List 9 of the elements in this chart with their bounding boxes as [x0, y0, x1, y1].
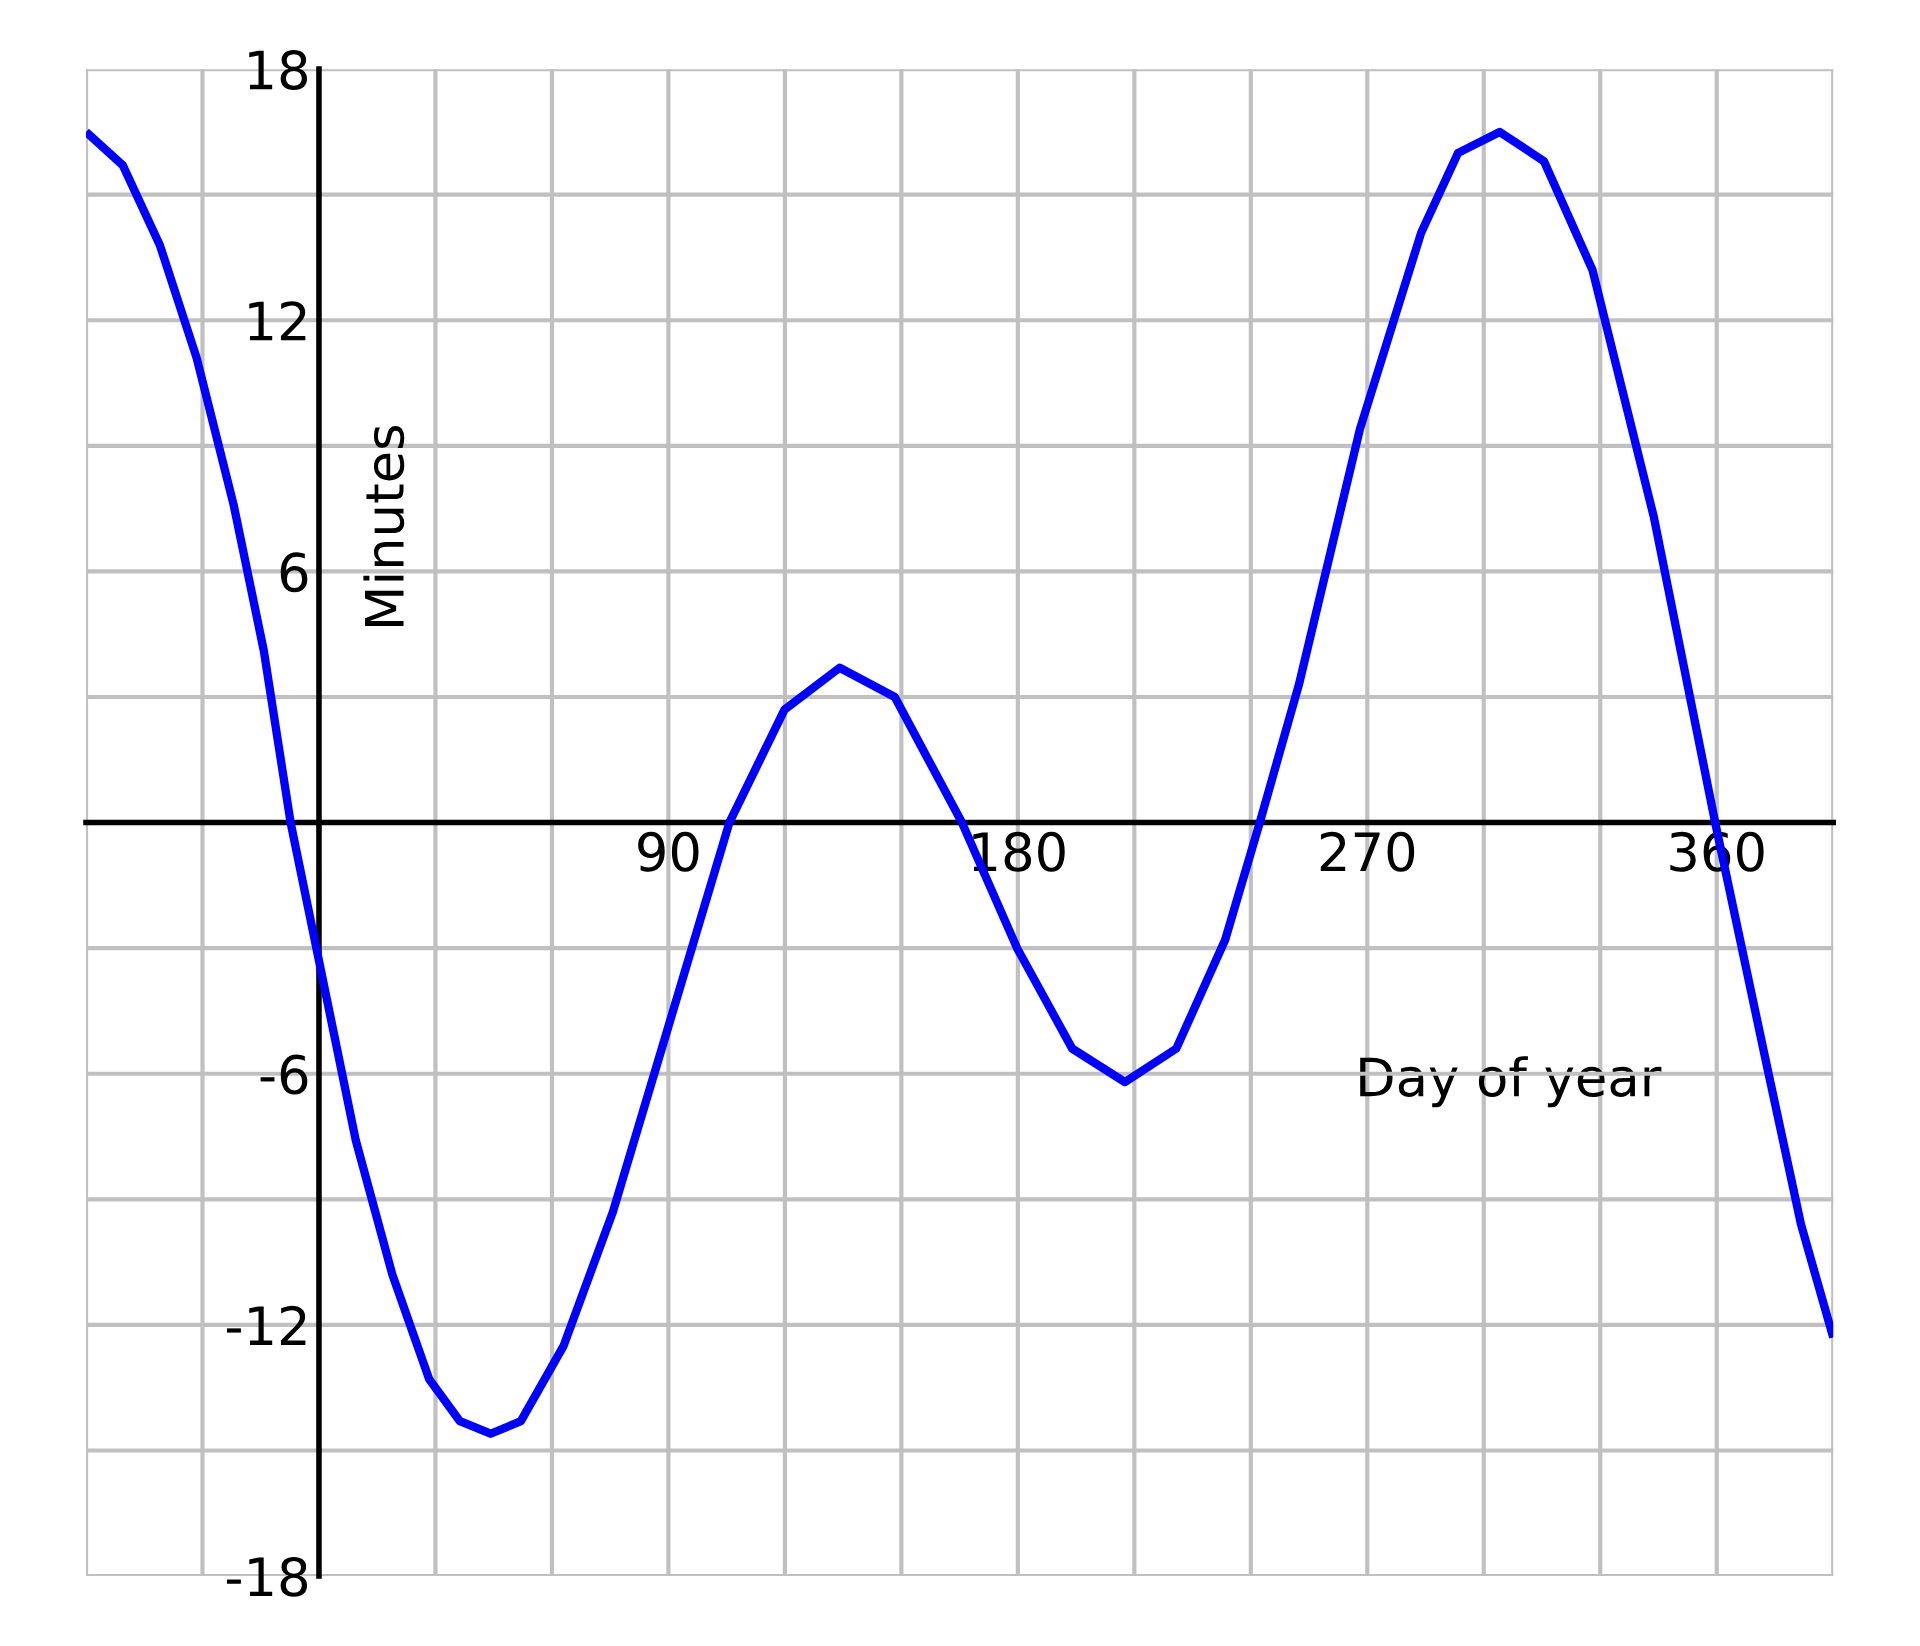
y-axis-title: Minutes [363, 425, 405, 626]
y-tick-label: 18 [249, 50, 308, 90]
y-tick-label: -18 [227, 1556, 308, 1597]
y-tick-label: -6 [260, 1054, 308, 1095]
y-tick-label: 6 [280, 552, 308, 593]
y-tick-label: 12 [249, 301, 306, 341]
x-tick-label: 90 [638, 831, 699, 872]
x-tick-label: 270 [1320, 831, 1415, 872]
y-tick-label: -12 [227, 1305, 306, 1345]
